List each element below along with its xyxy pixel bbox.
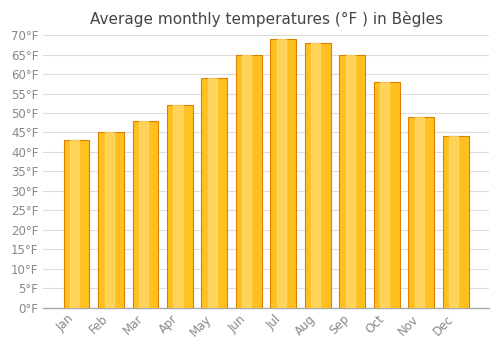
Bar (98, 133, 124, 308)
Bar (312, 43, 320, 308)
Bar (270, 39, 296, 308)
Bar (174, 105, 182, 308)
Bar (202, 78, 228, 308)
Bar (104, 133, 114, 308)
Bar (374, 82, 400, 308)
Bar (70, 140, 79, 308)
Bar (167, 105, 193, 308)
Bar (380, 82, 390, 308)
Bar (415, 117, 424, 308)
Bar (346, 55, 355, 308)
Title: Average monthly temperatures (°F ) in Bègles: Average monthly temperatures (°F ) in Bè… (90, 11, 442, 27)
Bar (242, 55, 252, 308)
Bar (408, 117, 434, 308)
Bar (64, 140, 90, 308)
Bar (208, 78, 217, 308)
Bar (449, 136, 458, 308)
Bar (340, 55, 365, 308)
Bar (443, 136, 468, 308)
Bar (305, 43, 331, 308)
Bar (132, 121, 158, 308)
Bar (236, 55, 262, 308)
Bar (139, 121, 148, 308)
Bar (277, 39, 286, 308)
